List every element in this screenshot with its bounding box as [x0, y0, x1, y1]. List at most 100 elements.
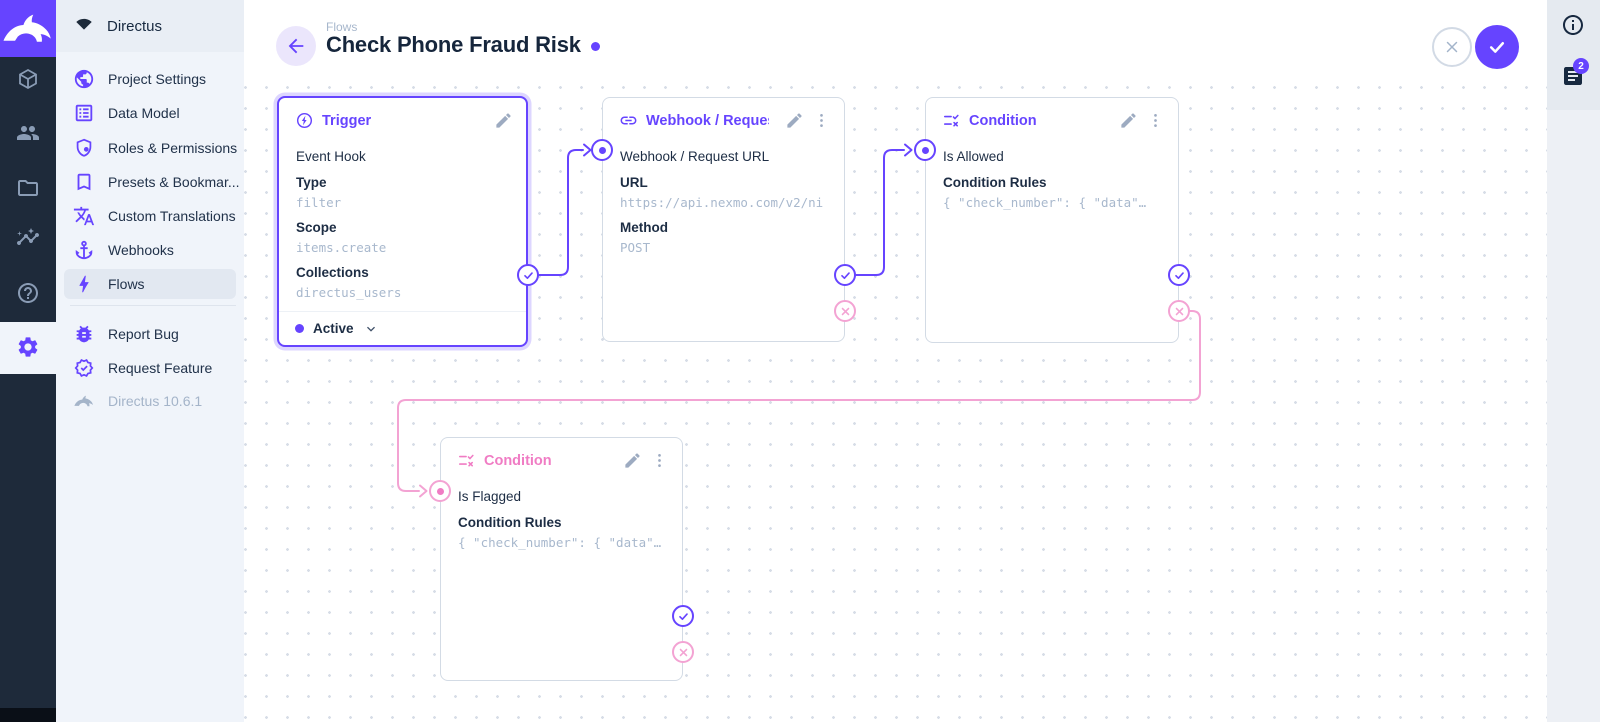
x-icon — [679, 648, 687, 656]
operation-name: Is Allowed — [943, 149, 1004, 164]
more-options-icon[interactable] — [1146, 111, 1165, 130]
sidebar-item-flows[interactable]: Flows — [64, 269, 236, 299]
module-files[interactable] — [16, 176, 40, 200]
list-alt-icon — [73, 102, 95, 124]
project-logo-icon — [76, 18, 92, 30]
module-insights[interactable] — [16, 225, 40, 249]
more-options-icon[interactable] — [650, 451, 669, 470]
panel-body: Webhook / Request URL URL https://api.ne… — [603, 130, 844, 257]
cancel-button[interactable] — [1432, 27, 1472, 67]
notices-button[interactable] — [1561, 64, 1585, 88]
panel-header: Condition — [441, 438, 682, 470]
project-name: Directus — [107, 17, 163, 35]
module-bar — [0, 0, 56, 722]
field-label: Collections — [296, 265, 369, 280]
field-label: URL — [620, 175, 648, 190]
translate-icon — [73, 205, 95, 227]
notices-icon — [1564, 67, 1582, 85]
x-icon — [841, 307, 849, 315]
panel-body: Event Hook Type filter Scope items.creat… — [279, 130, 526, 302]
field-label: Scope — [296, 220, 337, 235]
sidebar-item-roles-permissions[interactable]: Roles & Permissions — [64, 133, 238, 163]
edit-pencil-icon[interactable] — [494, 111, 513, 130]
panel-body: Is Flagged Condition Rules { "check_numb… — [441, 470, 682, 552]
info-sidebar: 2 — [1547, 0, 1600, 722]
panel-header: Trigger — [279, 98, 526, 130]
x-icon — [1175, 307, 1183, 315]
operation-name: Is Flagged — [458, 489, 522, 504]
port-webhook-reject[interactable] — [834, 300, 856, 322]
field-value: filter — [296, 195, 342, 210]
operation-name: Webhook / Request URL — [620, 149, 770, 164]
edit-pencil-icon[interactable] — [1119, 111, 1138, 130]
close-icon — [1446, 41, 1458, 53]
sidebar-item-label: Project Settings — [108, 71, 207, 87]
field-value: directus_users — [296, 285, 402, 300]
edit-pencil-icon[interactable] — [623, 451, 642, 470]
back-button[interactable] — [276, 26, 316, 66]
module-users[interactable] — [16, 121, 40, 145]
panel-title: Condition — [969, 112, 1037, 129]
directus-logo[interactable] — [0, 0, 56, 57]
navigation-sidebar: Directus Project Settings Data Model Rol… — [56, 0, 244, 722]
sidebar-item-webhooks[interactable]: Webhooks — [64, 235, 236, 265]
port-webhook-resolve[interactable] — [834, 264, 856, 286]
sidebar-item-custom-translations[interactable]: Custom Translations — [64, 201, 236, 231]
status-label: Active — [313, 321, 354, 336]
check-icon — [840, 271, 850, 279]
sidebar-item-data-model[interactable]: Data Model — [64, 98, 236, 128]
rule-condition-icon — [457, 451, 476, 470]
module-bar-footer — [0, 708, 56, 722]
flow-panel-condition-flagged[interactable]: Condition Is Flagged Condition Rules { "… — [440, 437, 683, 681]
rule-condition-icon — [942, 111, 961, 130]
port-condition-flagged-resolve[interactable] — [672, 605, 694, 627]
input-dot — [598, 146, 606, 154]
sidebar-item-presets-bookmarks[interactable]: Presets & Bookmar... — [64, 167, 240, 197]
edit-pencil-icon[interactable] — [785, 111, 804, 130]
sidebar-version: Directus 10.6.1 — [64, 386, 236, 416]
breadcrumb[interactable]: Flows — [326, 20, 358, 34]
sidebar-item-request-feature[interactable]: Request Feature — [64, 353, 236, 383]
port-trigger-resolve[interactable] — [517, 264, 539, 286]
port-condition-flagged-reject[interactable] — [672, 641, 694, 663]
more-options-icon[interactable] — [812, 111, 831, 130]
sidebar-item-project-settings[interactable]: Project Settings — [64, 64, 236, 94]
check-icon — [678, 612, 688, 620]
arrow-left-icon — [288, 38, 304, 54]
link-icon — [619, 111, 638, 130]
port-condition-flagged-input[interactable] — [429, 480, 451, 502]
module-settings[interactable] — [16, 335, 40, 359]
port-webhook-input[interactable] — [591, 139, 613, 161]
input-dot — [436, 487, 444, 495]
notices-count-badge: 2 — [1573, 58, 1589, 74]
page-header: Flows Check Phone Fraud Risk — [244, 0, 1547, 85]
globe-icon — [73, 68, 95, 90]
module-help[interactable] — [16, 281, 40, 305]
sidebar-item-label: Roles & Permissions — [108, 140, 238, 156]
save-button[interactable] — [1475, 25, 1519, 69]
settings-gear-icon — [18, 337, 38, 357]
project-header[interactable]: Directus — [56, 0, 244, 52]
panel-body: Is Allowed Condition Rules { "check_numb… — [926, 130, 1178, 212]
port-condition-allowed-input[interactable] — [914, 139, 936, 161]
info-sidebar-header — [1547, 0, 1600, 110]
sidebar-item-label: Request Feature — [108, 360, 213, 376]
port-condition-allowed-reject[interactable] — [1168, 300, 1190, 322]
panel-title: Condition — [484, 452, 552, 469]
port-condition-allowed-resolve[interactable] — [1168, 264, 1190, 286]
bookmark-icon — [73, 171, 95, 193]
info-button[interactable] — [1561, 13, 1585, 37]
files-folder-icon — [18, 180, 38, 196]
sidebar-item-report-bug[interactable]: Report Bug — [64, 319, 236, 349]
flow-panel-trigger[interactable]: Trigger Event Hook Type filter Scope ite… — [277, 96, 528, 347]
sidebar-item-label: Custom Translations — [108, 208, 236, 224]
users-icon — [17, 126, 39, 140]
info-icon — [1563, 15, 1583, 35]
bolt-icon — [73, 273, 95, 295]
flow-panel-webhook[interactable]: Webhook / Request URL Webhook / Request … — [602, 97, 845, 342]
module-content[interactable] — [16, 67, 40, 91]
content-cube-icon — [19, 68, 37, 90]
flow-panel-condition-allowed[interactable]: Condition Is Allowed Condition Rules { "… — [925, 97, 1179, 343]
flow-status-dropdown[interactable]: Active — [279, 311, 526, 345]
